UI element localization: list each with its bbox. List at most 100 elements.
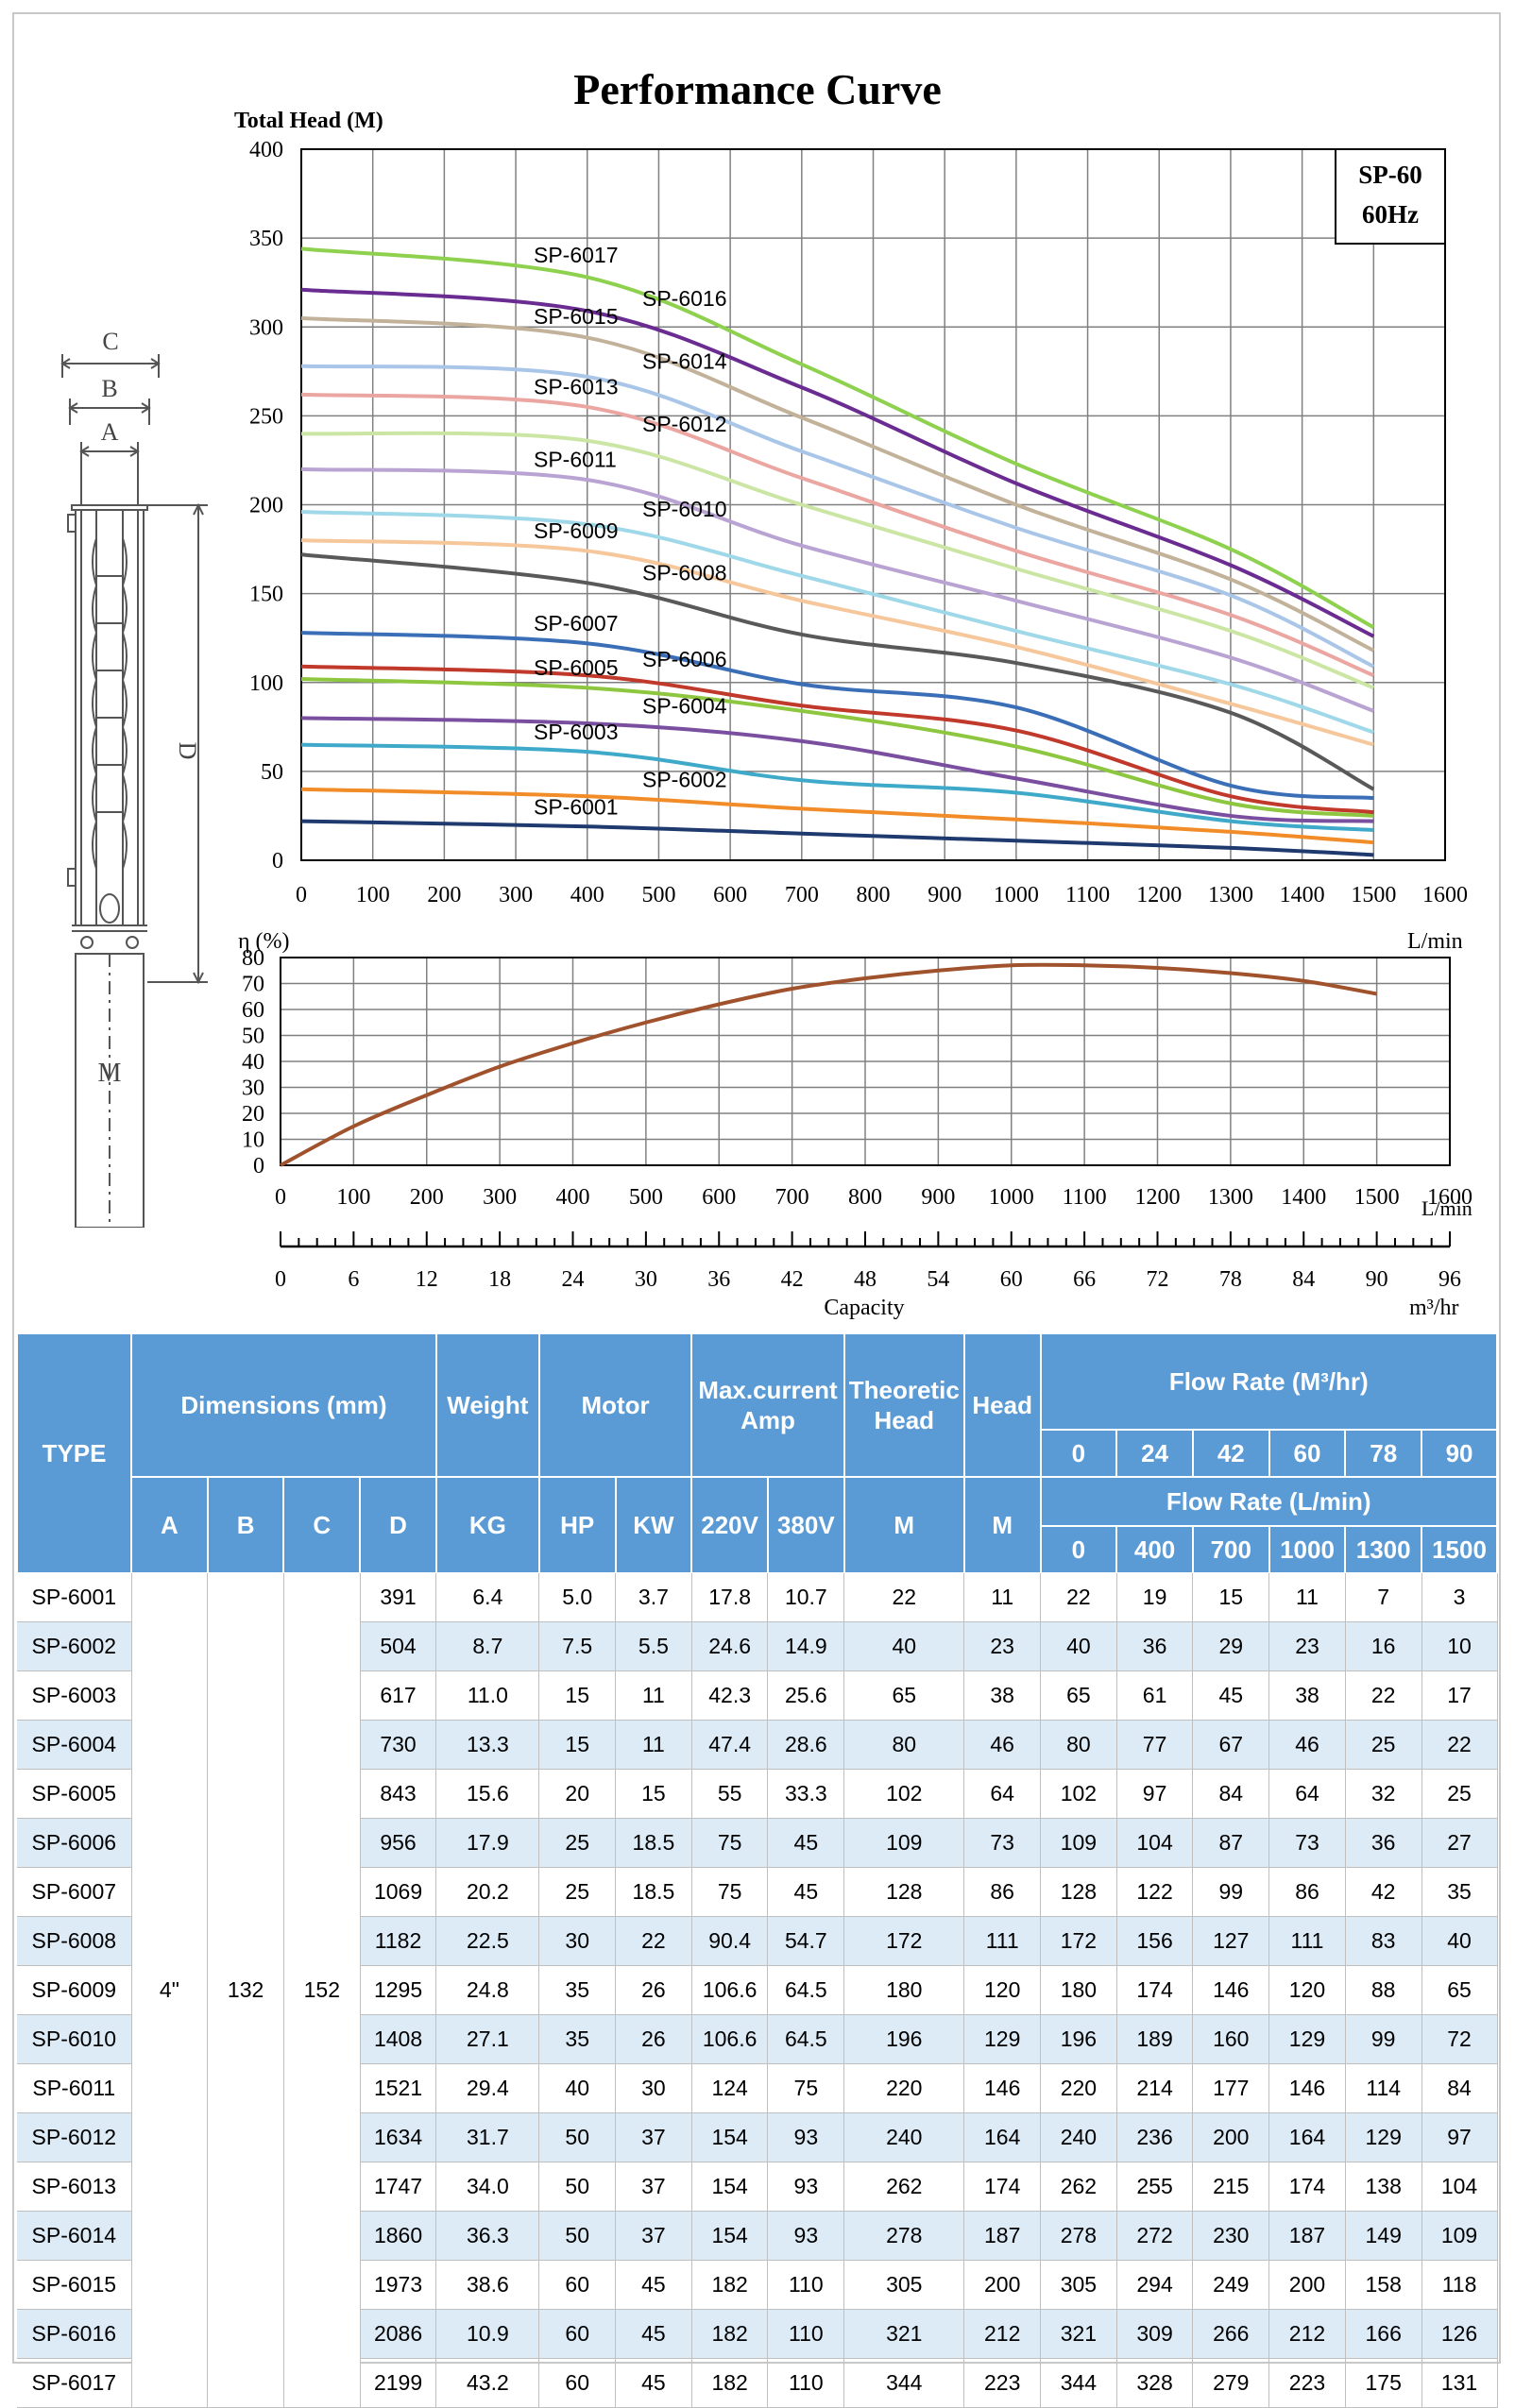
capacity-tick-label: 84 bbox=[1292, 1267, 1315, 1292]
head-x-tick: 500 bbox=[641, 883, 675, 907]
table-cell: 214 bbox=[1116, 2063, 1194, 2113]
table-cell: 22 bbox=[1040, 1573, 1117, 1622]
table-cell: 212 bbox=[963, 2309, 1042, 2359]
table-cell: 189 bbox=[1116, 2014, 1194, 2064]
header-flow-lmin-value: 1300 bbox=[1344, 1525, 1423, 1574]
head-curve-label: SP-6016 bbox=[642, 286, 727, 311]
dim-label-d: D bbox=[174, 742, 201, 760]
table-cell: 3.7 bbox=[615, 1573, 692, 1622]
header-flow-lmin-value: 400 bbox=[1115, 1525, 1194, 1574]
table-cell: 174 bbox=[1268, 2162, 1346, 2212]
head-y-tick: 250 bbox=[249, 404, 283, 429]
eff-x-tick: 1100 bbox=[1063, 1185, 1107, 1210]
table-cell: 25 bbox=[1345, 1720, 1422, 1770]
eff-y-tick: 30 bbox=[242, 1077, 264, 1101]
capacity-tick-label: 72 bbox=[1147, 1267, 1169, 1292]
head-curve-label: SP-6010 bbox=[642, 497, 727, 521]
table-cell: 262 bbox=[1040, 2162, 1117, 2212]
table-cell: 146 bbox=[963, 2063, 1042, 2113]
table-cell: 86 bbox=[1268, 1867, 1346, 1917]
table-cell: 27.1 bbox=[435, 2014, 540, 2064]
eff-x-tick: 500 bbox=[629, 1185, 663, 1210]
head-y-tick: 50 bbox=[261, 760, 283, 785]
table-cell: 29.4 bbox=[435, 2063, 540, 2113]
head-curve-label: SP-6014 bbox=[642, 348, 727, 373]
head-curve-label: SP-6006 bbox=[642, 647, 727, 671]
table-row: SP-6008 1182 22.5 30 22 90.4 54.7 172 111 172 156 1… bbox=[17, 1916, 1498, 1966]
head-curve-label: SP-6013 bbox=[534, 374, 619, 399]
table-cell: 177 bbox=[1192, 2063, 1270, 2113]
eff-x-tick: 1400 bbox=[1281, 1185, 1326, 1210]
model-box-series: SP-60 bbox=[1358, 161, 1422, 189]
header-flow-m3-value: 0 bbox=[1039, 1429, 1118, 1478]
table-cell: 83 bbox=[1345, 1916, 1422, 1966]
table-row: SP-6012 1634 31.7 50 37 154 93 240 164 240 236 200 1… bbox=[17, 2112, 1498, 2162]
eff-x-tick: 200 bbox=[410, 1185, 444, 1210]
capacity-tick-label: 96 bbox=[1438, 1267, 1461, 1292]
table-row: SP-6004 730 13.3 15 11 47.4 28.6 80 46 80 77 67 46 25… bbox=[17, 1720, 1498, 1770]
capacity-tick-label: 78 bbox=[1219, 1267, 1242, 1292]
capacity-tick-label: 48 bbox=[854, 1267, 877, 1292]
head-x-unit: L/min bbox=[1407, 929, 1463, 954]
table-cell: 93 bbox=[767, 2112, 845, 2162]
table-cell: 15 bbox=[615, 1769, 692, 1819]
header-flow-lmin-value: 1000 bbox=[1268, 1525, 1347, 1574]
table-cell: 110 bbox=[767, 2260, 845, 2310]
table-cell: 93 bbox=[767, 2211, 845, 2261]
table-cell: SP-6011 bbox=[17, 2063, 132, 2113]
head-curve-sp-6007 bbox=[300, 631, 1374, 801]
head-curve-label: SP-6008 bbox=[642, 560, 727, 585]
table-cell: 35 bbox=[538, 1965, 617, 2015]
table-cell: 99 bbox=[1192, 1867, 1270, 1917]
table-cell: 180 bbox=[843, 1965, 965, 2015]
table-cell: 321 bbox=[843, 2309, 965, 2359]
table-cell: 118 bbox=[1421, 2260, 1498, 2310]
efficiency-curve bbox=[280, 962, 1377, 1167]
table-cell: 110 bbox=[767, 2309, 845, 2359]
table-cell: 5.5 bbox=[615, 1621, 692, 1671]
header-sub-8: 380V bbox=[766, 1476, 845, 1574]
head-curve-sp-6012 bbox=[300, 431, 1375, 690]
table-cell: 321 bbox=[1040, 2309, 1117, 2359]
table-cell: SP-6017 bbox=[17, 2358, 132, 2408]
table-cell: 30 bbox=[615, 2063, 692, 2113]
table-cell: 23 bbox=[963, 1621, 1042, 1671]
table-cell: SP-6012 bbox=[17, 2112, 132, 2162]
table-cell: 17.8 bbox=[691, 1573, 769, 1622]
table-cell: 90.4 bbox=[691, 1916, 769, 1966]
table-cell: 212 bbox=[1268, 2309, 1346, 2359]
table-cell: 31.7 bbox=[435, 2112, 540, 2162]
eff-y-tick: 50 bbox=[242, 1025, 264, 1049]
table-cell: 46 bbox=[1268, 1720, 1346, 1770]
table-cell: 200 bbox=[963, 2260, 1042, 2310]
table-cell: 75 bbox=[691, 1818, 769, 1868]
table-cell: 249 bbox=[1192, 2260, 1270, 2310]
table-cell: 2199 bbox=[360, 2358, 437, 2408]
table-cell: 35 bbox=[538, 2014, 617, 2064]
table-cell: 18.5 bbox=[615, 1867, 692, 1917]
table-cell: 158 bbox=[1345, 2260, 1422, 2310]
head-x-tick: 400 bbox=[570, 883, 604, 907]
table-cell: 305 bbox=[1040, 2260, 1117, 2310]
table-cell: 120 bbox=[963, 1965, 1042, 2015]
table-cell: 152 bbox=[283, 1573, 361, 2408]
header-sub-2: C bbox=[282, 1476, 362, 1574]
table-cell: 13.3 bbox=[435, 1720, 540, 1770]
table-cell: 50 bbox=[538, 2162, 617, 2212]
table-cell: 64.5 bbox=[767, 1965, 845, 2015]
table-cell: 24.8 bbox=[435, 1965, 540, 2015]
table-cell: 65 bbox=[843, 1670, 965, 1721]
head-curve-label: SP-6009 bbox=[534, 518, 619, 543]
table-cell: 617 bbox=[360, 1670, 437, 1721]
table-cell: 64 bbox=[963, 1769, 1042, 1819]
head-curve-sp-6002 bbox=[300, 787, 1374, 845]
table-cell: 174 bbox=[963, 2162, 1042, 2212]
table-cell: 22 bbox=[1345, 1670, 1422, 1721]
table-cell: 102 bbox=[843, 1769, 965, 1819]
header-max-current: Max.current Amp bbox=[690, 1332, 845, 1478]
table-cell: 65 bbox=[1421, 1965, 1498, 2015]
table-cell: 1408 bbox=[360, 2014, 437, 2064]
table-cell: 16 bbox=[1345, 1621, 1422, 1671]
header-flow-m3-value: 60 bbox=[1268, 1429, 1347, 1478]
capacity-tick-label: 90 bbox=[1366, 1267, 1388, 1292]
